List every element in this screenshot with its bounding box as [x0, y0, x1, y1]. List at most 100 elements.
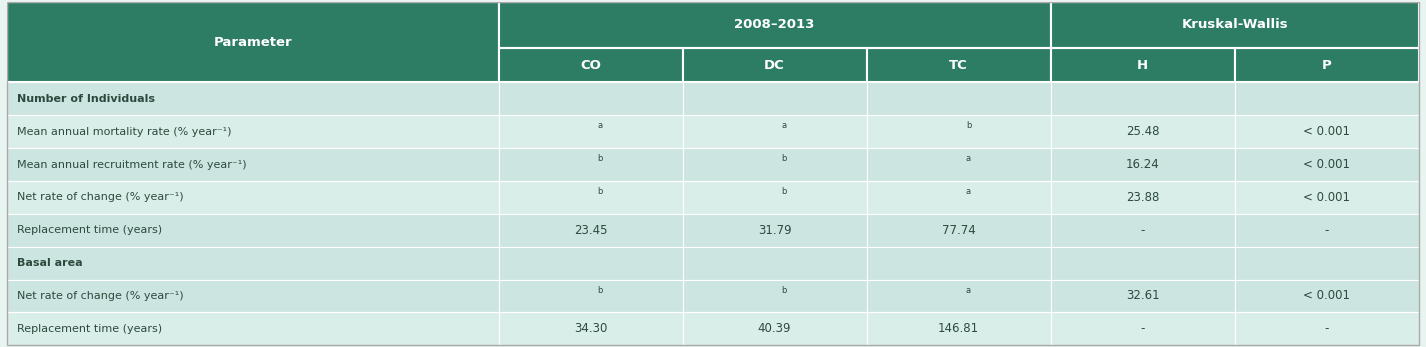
Text: Net rate of change (% year⁻¹): Net rate of change (% year⁻¹): [17, 291, 184, 301]
Text: a: a: [597, 121, 603, 130]
Bar: [1051, 214, 1235, 247]
Text: b: b: [781, 286, 787, 295]
Bar: [1051, 2, 1419, 48]
Bar: [7, 115, 499, 148]
Text: DC: DC: [764, 59, 784, 72]
Bar: [1235, 312, 1419, 345]
Bar: [867, 48, 1051, 83]
Text: a: a: [781, 121, 787, 130]
Text: Basal area: Basal area: [17, 258, 83, 268]
Bar: [867, 214, 1051, 247]
Bar: [1235, 48, 1419, 83]
Bar: [7, 214, 499, 247]
Text: b: b: [597, 154, 603, 163]
Text: a: a: [965, 154, 971, 163]
Text: 23.45: 23.45: [573, 224, 607, 237]
Bar: [683, 115, 867, 148]
Bar: [683, 280, 867, 312]
Bar: [1051, 247, 1235, 280]
Bar: [7, 83, 499, 115]
Bar: [867, 280, 1051, 312]
Text: 34.30: 34.30: [573, 322, 607, 335]
Text: Mean annual recruitment rate (% year⁻¹): Mean annual recruitment rate (% year⁻¹): [17, 160, 247, 170]
Text: < 0.001: < 0.001: [1303, 191, 1350, 204]
Bar: [867, 181, 1051, 214]
Text: -: -: [1141, 224, 1145, 237]
Text: TC: TC: [950, 59, 968, 72]
Bar: [683, 214, 867, 247]
Bar: [1235, 280, 1419, 312]
Bar: [683, 312, 867, 345]
Text: b: b: [597, 187, 603, 196]
Bar: [867, 312, 1051, 345]
Bar: [499, 280, 683, 312]
Text: 32.61: 32.61: [1127, 289, 1159, 303]
Text: 77.74: 77.74: [941, 224, 975, 237]
Text: 25.48: 25.48: [1127, 125, 1159, 138]
Bar: [1235, 83, 1419, 115]
Text: b: b: [781, 187, 787, 196]
Text: b: b: [965, 121, 971, 130]
Text: 16.24: 16.24: [1127, 158, 1159, 171]
Bar: [1051, 148, 1235, 181]
Bar: [7, 2, 499, 83]
Text: Mean annual mortality rate (% year⁻¹): Mean annual mortality rate (% year⁻¹): [17, 127, 231, 137]
Bar: [1051, 48, 1235, 83]
Text: Parameter: Parameter: [214, 36, 292, 49]
Bar: [1051, 280, 1235, 312]
Text: 146.81: 146.81: [938, 322, 980, 335]
Text: -: -: [1325, 322, 1329, 335]
Text: -: -: [1141, 322, 1145, 335]
Bar: [499, 312, 683, 345]
Bar: [1051, 312, 1235, 345]
Text: a: a: [965, 187, 971, 196]
Bar: [1235, 115, 1419, 148]
Text: 40.39: 40.39: [757, 322, 791, 335]
Text: b: b: [781, 154, 787, 163]
Bar: [1051, 181, 1235, 214]
Text: < 0.001: < 0.001: [1303, 289, 1350, 303]
Text: 23.88: 23.88: [1127, 191, 1159, 204]
Bar: [1235, 181, 1419, 214]
Bar: [1235, 148, 1419, 181]
Bar: [1051, 115, 1235, 148]
Bar: [7, 247, 499, 280]
Bar: [7, 312, 499, 345]
Bar: [499, 247, 683, 280]
Bar: [499, 115, 683, 148]
Text: 2008–2013: 2008–2013: [734, 18, 814, 32]
Bar: [867, 83, 1051, 115]
Bar: [867, 148, 1051, 181]
Text: Replacement time (years): Replacement time (years): [17, 225, 163, 235]
Text: Net rate of change (% year⁻¹): Net rate of change (% year⁻¹): [17, 193, 184, 202]
Bar: [1051, 83, 1235, 115]
Text: H: H: [1137, 59, 1148, 72]
Text: P: P: [1322, 59, 1332, 72]
Bar: [7, 148, 499, 181]
Bar: [867, 247, 1051, 280]
Text: < 0.001: < 0.001: [1303, 125, 1350, 138]
Text: < 0.001: < 0.001: [1303, 158, 1350, 171]
Bar: [1235, 247, 1419, 280]
Text: a: a: [965, 286, 971, 295]
Bar: [683, 83, 867, 115]
Bar: [499, 214, 683, 247]
Bar: [683, 247, 867, 280]
Bar: [1235, 214, 1419, 247]
Bar: [7, 181, 499, 214]
Bar: [7, 280, 499, 312]
Bar: [683, 48, 867, 83]
Bar: [499, 2, 1051, 48]
Text: Replacement time (years): Replacement time (years): [17, 324, 163, 334]
Bar: [499, 83, 683, 115]
Bar: [867, 115, 1051, 148]
Bar: [683, 148, 867, 181]
Bar: [499, 148, 683, 181]
Text: CO: CO: [580, 59, 600, 72]
Bar: [499, 48, 683, 83]
Text: Kruskal-Wallis: Kruskal-Wallis: [1182, 18, 1288, 32]
Text: b: b: [597, 286, 603, 295]
Text: Number of Individuals: Number of Individuals: [17, 94, 155, 104]
Bar: [683, 181, 867, 214]
Bar: [499, 181, 683, 214]
